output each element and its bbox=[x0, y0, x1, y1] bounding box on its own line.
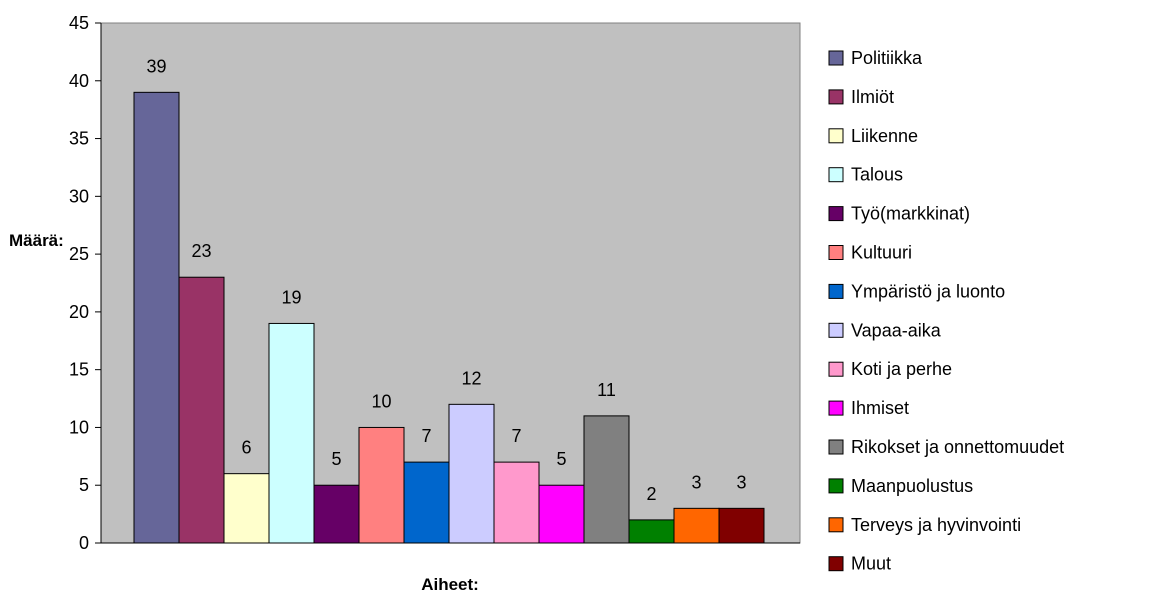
legend-swatch-7 bbox=[828, 322, 844, 338]
bar-7 bbox=[448, 403, 495, 544]
legend-label-9: Ihmiset bbox=[851, 398, 909, 418]
legend-swatch-3 bbox=[828, 167, 844, 183]
data-label-13: 3 bbox=[736, 472, 746, 492]
y-tick-label: 5 bbox=[79, 475, 89, 495]
legend-label-10: Rikokset ja onnettomuudet bbox=[851, 437, 1064, 457]
legend: Politiikka Ilmiöt Liikenne Talous Työ(markki… bbox=[828, 48, 1064, 574]
y-tick-label: 20 bbox=[69, 302, 89, 322]
y-axis-ticks: 0 5 10 15 20 25 30 35 40 45 bbox=[69, 13, 101, 553]
bar-11 bbox=[628, 519, 675, 544]
legend-label-7: Vapaa-aika bbox=[851, 320, 942, 340]
legend-swatch-8 bbox=[828, 361, 844, 377]
bars bbox=[133, 91, 765, 544]
data-label-0: 39 bbox=[146, 56, 166, 76]
y-tick-label: 0 bbox=[79, 533, 89, 553]
legend-swatch-9 bbox=[828, 400, 844, 416]
data-label-8: 7 bbox=[511, 426, 521, 446]
legend-swatch-2 bbox=[828, 128, 844, 144]
data-label-10: 11 bbox=[597, 380, 616, 400]
data-label-1: 23 bbox=[191, 241, 211, 261]
data-label-11: 2 bbox=[646, 484, 656, 504]
data-label-4: 5 bbox=[331, 449, 341, 469]
legend-label-11: Maanpuolustus bbox=[851, 476, 973, 496]
bar-10 bbox=[583, 415, 630, 544]
legend-label-12: Terveys ja hyvinvointi bbox=[851, 515, 1021, 535]
bar-12 bbox=[673, 507, 720, 544]
y-tick-label: 45 bbox=[69, 13, 89, 33]
x-axis-title: Aiheet: bbox=[421, 575, 479, 594]
legend-label-1: Ilmiöt bbox=[851, 87, 894, 107]
bar-0 bbox=[133, 91, 180, 544]
y-tick-label: 15 bbox=[69, 360, 89, 380]
legend-label-0: Politiikka bbox=[851, 48, 923, 68]
legend-swatch-4 bbox=[828, 206, 844, 222]
legend-label-2: Liikenne bbox=[851, 126, 918, 146]
y-tick-label: 30 bbox=[69, 186, 89, 206]
legend-swatch-0 bbox=[828, 50, 844, 66]
data-label-9: 5 bbox=[556, 449, 566, 469]
legend-label-5: Kultuuri bbox=[851, 243, 912, 263]
y-tick-label: 40 bbox=[69, 71, 89, 91]
y-axis-title: Määrä: bbox=[9, 231, 64, 250]
bar-9 bbox=[538, 484, 585, 544]
data-label-3: 19 bbox=[281, 287, 301, 307]
legend-swatch-11 bbox=[828, 478, 844, 494]
legend-swatch-12 bbox=[828, 517, 844, 533]
legend-label-3: Talous bbox=[851, 165, 903, 185]
bar-8 bbox=[493, 461, 540, 544]
y-tick-label: 10 bbox=[69, 417, 89, 437]
bar-2 bbox=[223, 473, 270, 544]
legend-swatch-5 bbox=[828, 245, 844, 260]
bar-3 bbox=[268, 322, 315, 544]
legend-swatch-6 bbox=[828, 283, 844, 299]
y-tick-label: 25 bbox=[69, 244, 89, 264]
bar-4 bbox=[313, 484, 360, 544]
bar-13 bbox=[718, 507, 765, 544]
legend-label-4: Työ(markkinat) bbox=[851, 204, 970, 224]
legend-label-6: Ympäristö ja luonto bbox=[851, 281, 1005, 301]
data-label-7: 12 bbox=[461, 368, 481, 388]
bar-1 bbox=[178, 276, 225, 544]
bar-6 bbox=[403, 461, 450, 544]
data-label-12: 3 bbox=[691, 472, 701, 492]
legend-swatch-13 bbox=[828, 556, 844, 572]
data-label-2: 6 bbox=[241, 438, 251, 458]
data-label-5: 10 bbox=[371, 391, 391, 411]
legend-label-13: Muut bbox=[851, 554, 891, 574]
y-tick-label: 35 bbox=[69, 129, 89, 149]
legend-swatch-1 bbox=[828, 89, 844, 105]
legend-swatch-10 bbox=[828, 439, 844, 455]
bar-5 bbox=[358, 426, 405, 544]
data-label-6: 7 bbox=[421, 426, 431, 446]
legend-label-8: Koti ja perhe bbox=[851, 359, 952, 379]
